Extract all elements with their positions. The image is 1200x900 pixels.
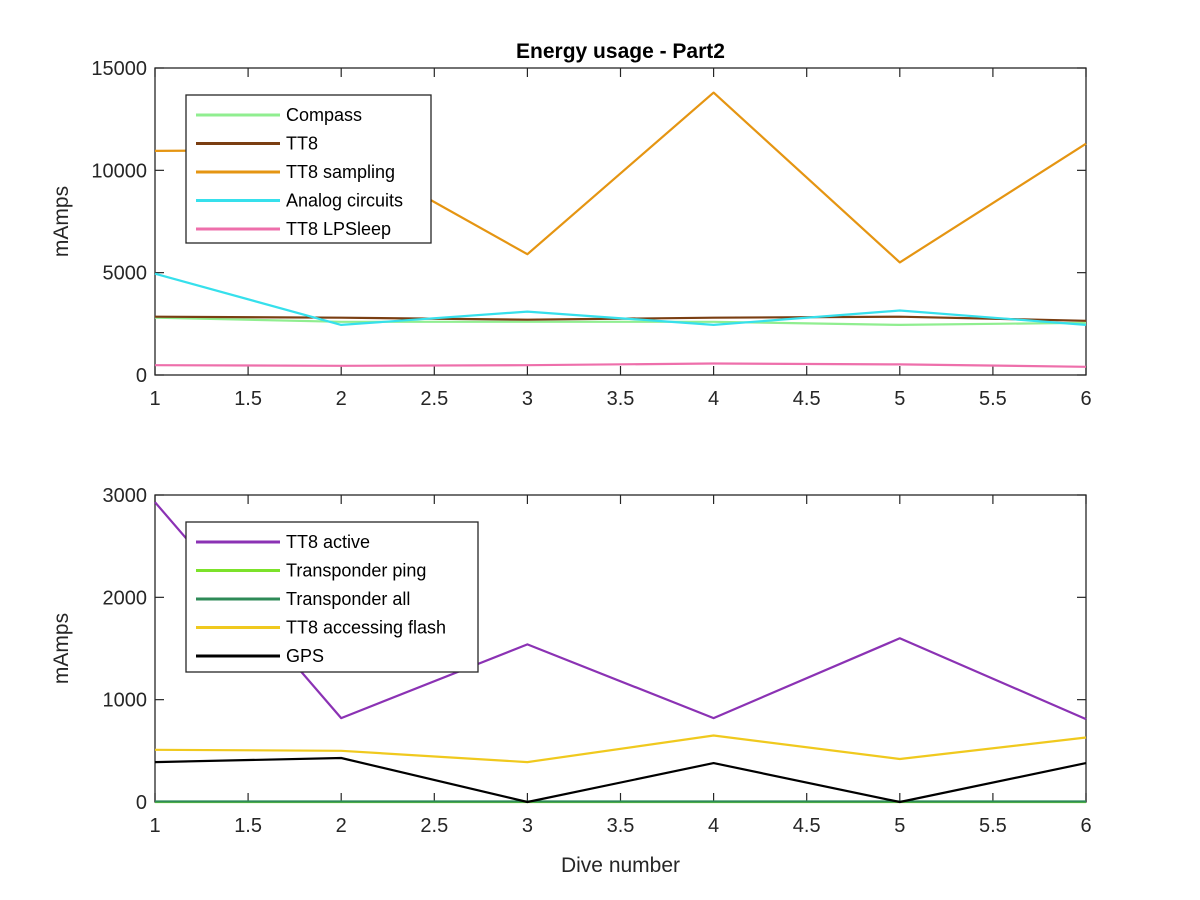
series-line-gps: [154, 756, 1087, 804]
legend-label-tt8-sampling: TT8 sampling: [286, 162, 395, 182]
x-tick-label: 6: [1080, 815, 1091, 837]
x-tick-label: 4: [708, 815, 719, 837]
y-tick-label: 0: [136, 792, 147, 814]
x-tick-label: 1: [149, 388, 160, 410]
series-line-analog-circuits: [154, 272, 1087, 326]
legend-label-transponder-all: Transponder all: [286, 589, 410, 609]
top-y-axis-label: mAmps: [50, 186, 73, 257]
x-tick-label: 2: [336, 388, 347, 410]
x-tick-label: 4.5: [793, 388, 821, 410]
series-line-compass: [154, 316, 1087, 326]
top-legend: Compass TT8 TT8 sampling Analog circuits TT8…: [185, 94, 432, 244]
x-tick-label: 5: [894, 388, 905, 410]
top-series-lines: [154, 91, 1087, 368]
x-tick-label: 4.5: [793, 815, 821, 837]
legend-box: [185, 521, 479, 673]
y-tick-label: 2000: [103, 587, 148, 609]
legend-label-tt8-lpsleep: TT8 LPSleep: [286, 219, 391, 239]
x-tick-label: 2: [336, 815, 347, 837]
x-tick-label: 6: [1080, 388, 1091, 410]
y-tick-label: 10000: [91, 160, 147, 182]
x-tick-label: 2.5: [420, 388, 448, 410]
series-line-tt8-active: [154, 501, 1087, 721]
legend-label-analog-circuits: Analog circuits: [286, 191, 403, 211]
legend-label-tt8: TT8: [286, 134, 318, 154]
bottom-series-lines: [154, 501, 1087, 804]
top-subplot: 1 1.5 2 2.5 3 3.5 4 4.5 5 5.5 6 0 5000 10000 15000 Com…: [50, 40, 1092, 410]
y-tick-label: 5000: [103, 263, 148, 285]
legend-box: [185, 94, 432, 244]
x-tick-label: 5.5: [979, 815, 1007, 837]
bottom-legend: TT8 active Transponder ping Transponder al…: [185, 521, 479, 673]
y-tick-label: 0: [136, 365, 147, 387]
x-tick-label: 1: [149, 815, 160, 837]
legend-label-tt8-active: TT8 active: [286, 532, 370, 552]
x-tick-label: 5.5: [979, 388, 1007, 410]
bottom-x-axis-label: Dive number: [561, 854, 680, 877]
y-tick-label: 3000: [103, 485, 148, 507]
legend-label-compass: Compass: [286, 105, 362, 125]
top-axis-ticks: 1 1.5 2 2.5 3 3.5 4 4.5 5 5.5 6 0 5000 10000 15000: [91, 58, 1091, 410]
chart-title: Energy usage - Part2: [516, 40, 725, 63]
x-tick-label: 1.5: [234, 388, 262, 410]
series-line-tt8-accessing-flash: [154, 734, 1087, 764]
x-tick-label: 3.5: [607, 815, 635, 837]
legend-label-transponder-ping: Transponder ping: [286, 561, 426, 581]
bottom-y-axis-label: mAmps: [50, 613, 73, 684]
x-tick-label: 3: [522, 388, 533, 410]
x-tick-label: 2.5: [420, 815, 448, 837]
x-tick-label: 3: [522, 815, 533, 837]
x-tick-label: 4: [708, 388, 719, 410]
y-tick-label: 1000: [103, 690, 148, 712]
legend-label-tt8-accessing-flash: TT8 accessing flash: [286, 618, 446, 638]
y-tick-label: 15000: [91, 58, 147, 80]
x-tick-label: 3.5: [607, 388, 635, 410]
x-tick-label: 5: [894, 815, 905, 837]
x-tick-label: 1.5: [234, 815, 262, 837]
legend-label-gps: GPS: [286, 646, 324, 666]
bottom-subplot: 1 1.5 2 2.5 3 3.5 4 4.5 5 5.5 6 0 1000 2000 3000 TT8 a…: [50, 485, 1092, 877]
bottom-axis-ticks: 1 1.5 2 2.5 3 3.5 4 4.5 5 5.5 6 0 1000 2000 3000: [103, 485, 1092, 837]
series-line-tt8-lpsleep: [154, 362, 1087, 368]
